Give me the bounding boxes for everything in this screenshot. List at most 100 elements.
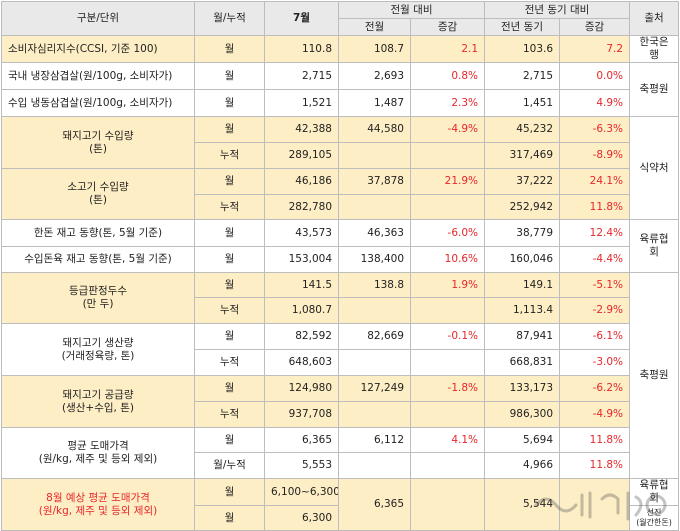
- row-prev-year: 1,451: [484, 89, 561, 117]
- table-row: 8월 예상 평균 도매가격 (원/kg, 제주 및 등외 제외) 월 6,100…: [1, 478, 680, 531]
- table-row: 돼지고기 공급량 (생산+수입, 톤) 월 124,980 127,249 -1…: [1, 375, 679, 428]
- row-mom-change: 10.6%: [409, 246, 486, 273]
- row-yoy-change: -5.1%: [559, 272, 631, 298]
- row-period: 월: [194, 168, 265, 195]
- row-label: 돼지고기 생산량 (거래정육량, 톤): [1, 323, 195, 376]
- row-yoy-change: -4.4%: [559, 246, 631, 273]
- row-value: 46,186: [264, 168, 339, 195]
- header-change: 증감: [409, 18, 486, 36]
- row-label-line1: 등급판정두수: [69, 285, 127, 297]
- row-yoy-change: 24.1%: [559, 168, 631, 195]
- row-period: 월: [194, 116, 265, 143]
- row-prev-year: 103.6: [484, 35, 561, 63]
- row-mom-change: -0.1%: [409, 323, 486, 350]
- table-row: 월/누적 5,553 4,966 11.8%: [1, 452, 679, 479]
- row-prev-month: [338, 142, 411, 169]
- row-yoy-change: -6.2%: [559, 375, 631, 402]
- row-yoy-change: -4.9%: [559, 401, 631, 428]
- row-prev-year: 986,300: [484, 401, 561, 428]
- source-cell: 한국은행: [629, 35, 680, 63]
- row-label: 8월 예상 평균 도매가격 (원/kg, 제주 및 등외 제외): [1, 478, 195, 531]
- row-value: 124,980: [264, 375, 339, 402]
- row-prev-year: 668,831: [484, 349, 561, 376]
- table-row: 돼지고기 생산량 (거래정육량, 톤) 월 82,592 82,669 -0.1…: [1, 323, 679, 376]
- row-prev-year: 317,469: [484, 142, 561, 169]
- row-mom-change: [409, 194, 486, 220]
- source-small: 선진 (월간한돈): [636, 508, 672, 527]
- row-prev-month: 6,112: [338, 427, 411, 453]
- row-period: 월: [194, 478, 265, 506]
- table-row: 수입 냉동삼겹살(원/100g, 소비자가) 월 1,521 1,487 2.3…: [1, 89, 679, 117]
- row-label-line2: (원/kg, 제주 및 등외 제외): [38, 453, 158, 465]
- row-yoy-change: -2.9%: [559, 297, 631, 324]
- row-period: 월: [194, 219, 265, 247]
- row-prev-month: [338, 194, 411, 220]
- source-cell: 선진 (월간한돈): [629, 505, 680, 531]
- table-row: 소고기 수입량 (톤) 월 46,186 37,878 21.9% 37,222…: [1, 168, 679, 220]
- row-period: 월: [194, 323, 265, 350]
- row-value: 153,004: [264, 246, 339, 273]
- row-value: 6,300: [264, 505, 339, 531]
- row-value: 5,553: [264, 452, 339, 479]
- row-prev-month: 37,878: [338, 168, 411, 195]
- row-prev-year: 38,779: [484, 219, 561, 247]
- row-label: 돼지고기 공급량 (생산+수입, 톤): [1, 375, 195, 428]
- row-mom-change: -4.9%: [409, 116, 486, 143]
- table-row: 수입돈육 재고 동향(톤, 5월 기준) 월 153,004 138,400 1…: [1, 246, 679, 273]
- row-period: 월: [194, 272, 265, 298]
- row-mom-change: [409, 297, 486, 324]
- row-yoy-change: 11.8%: [559, 452, 631, 479]
- row-value: 2,715: [264, 62, 339, 90]
- row-period: 월: [194, 246, 265, 273]
- row-period: 누적: [194, 401, 265, 428]
- row-mom-change: 4.1%: [409, 427, 486, 453]
- row-prev-year: 5,544: [484, 478, 561, 531]
- row-value: 1,521: [264, 89, 339, 117]
- row-prev-month: 46,363: [338, 219, 411, 247]
- row-label-line1: 소고기 수입량: [67, 181, 129, 193]
- row-prev-year: 252,942: [484, 194, 561, 220]
- row-prev-year: 2,715: [484, 62, 561, 90]
- row-prev-month: [338, 452, 411, 479]
- row-label-line2: (톤): [89, 194, 107, 206]
- row-value: 289,105: [264, 142, 339, 169]
- row-label: 소비자심리지수(CCSI, 기준 100): [1, 35, 195, 63]
- row-mom-change: [409, 142, 486, 169]
- row-value: 42,388: [264, 116, 339, 143]
- row-label: 수입 냉동삼겹살(원/100g, 소비자가): [1, 89, 195, 117]
- row-label: 돼지고기 수입량 (톤): [1, 116, 195, 169]
- row-prev-month: 82,669: [338, 323, 411, 350]
- row-value: 282,780: [264, 194, 339, 220]
- row-prev-year: 133,173: [484, 375, 561, 402]
- row-prev-month: 127,249: [338, 375, 411, 402]
- header-month: 7월: [264, 1, 339, 36]
- table-row: 등급판정두수 (만 두) 월 141.5 138.8 1.9% 149.1 -5…: [1, 272, 680, 479]
- row-mom-change: 2.3%: [409, 89, 486, 117]
- row-prev-month: [338, 297, 411, 324]
- row-label-line2: (원/kg, 제주 및 등외 제외): [38, 504, 158, 517]
- row-yoy-change: -3.0%: [559, 349, 631, 376]
- row-label-line1: 돼지고기 공급량: [62, 388, 134, 401]
- row-label: 한돈 재고 동향(톤, 5월 기준): [1, 219, 195, 247]
- header-mom-group: 전월 대비: [337, 1, 486, 19]
- row-yoy-change: -6.1%: [559, 323, 631, 350]
- row-yoy-change: 11.8%: [559, 194, 631, 220]
- row-value: 6,100~6,300: [264, 478, 339, 506]
- table-row: 한돈 재고 동향(톤, 5월 기준) 월 43,573 46,363 -6.0%…: [1, 219, 680, 273]
- row-value: 1,080.7: [264, 297, 339, 324]
- row-prev-month: 108.7: [338, 35, 411, 63]
- row-label-line2: (거래정육량, 톤): [61, 349, 135, 362]
- row-label: 소고기 수입량 (톤): [1, 168, 195, 220]
- row-yoy-change: 4.9%: [559, 89, 631, 117]
- row-period: 누적: [194, 349, 265, 376]
- row-label: 평균 도매가격 (원/kg, 제주 및 등외 제외): [1, 427, 195, 479]
- row-yoy-change: [559, 478, 631, 531]
- row-prev-month: 44,580: [338, 116, 411, 143]
- source-cell: 식약처: [629, 116, 680, 220]
- row-yoy-change: -8.9%: [559, 142, 631, 169]
- row-value: 937,708: [264, 401, 339, 428]
- row-prev-month: 138,400: [338, 246, 411, 273]
- header-prev-month: 전월: [338, 18, 411, 36]
- row-mom-change: 1.9%: [409, 272, 486, 298]
- row-value: 141.5: [264, 272, 339, 298]
